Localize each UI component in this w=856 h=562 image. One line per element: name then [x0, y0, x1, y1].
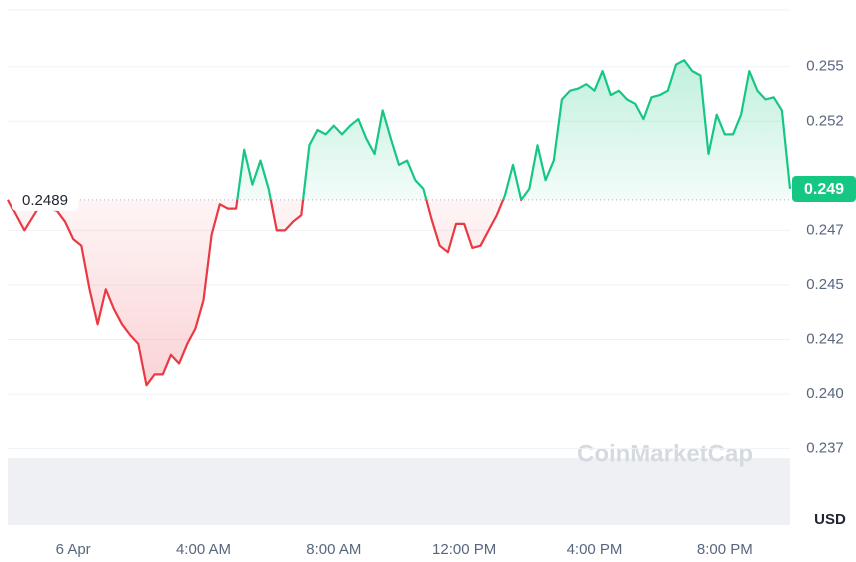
baseline-tag-bg: [12, 188, 78, 211]
price-area: [8, 60, 790, 386]
y-tick-label: 0.242: [806, 330, 844, 347]
y-tick-label: 0.247: [806, 221, 844, 238]
x-tick-label: 4:00 PM: [567, 541, 623, 558]
y-tick-label: 0.245: [806, 276, 844, 293]
y-tick-label: 0.237: [806, 440, 844, 457]
x-tick-label: 8:00 PM: [697, 541, 753, 558]
currency-label: USD: [814, 511, 846, 528]
y-tick-label: 0.255: [806, 58, 844, 75]
x-tick-label: 12:00 PM: [432, 541, 496, 558]
x-tick-label: 6 Apr: [56, 541, 91, 558]
baseline-label: 0.2489: [22, 192, 68, 209]
x-tick-label: 4:00 AM: [176, 541, 231, 558]
x-tick-label: 8:00 AM: [306, 541, 361, 558]
price-tag-label: 0.249: [804, 181, 844, 198]
volume-area: [8, 458, 790, 525]
price-tag: [792, 175, 856, 202]
watermark: CoinMarketCap: [577, 440, 753, 467]
y-tick-label: 0.240: [806, 385, 844, 402]
price-line: [7, 59, 792, 387]
y-tick-label: 0.252: [806, 112, 844, 129]
